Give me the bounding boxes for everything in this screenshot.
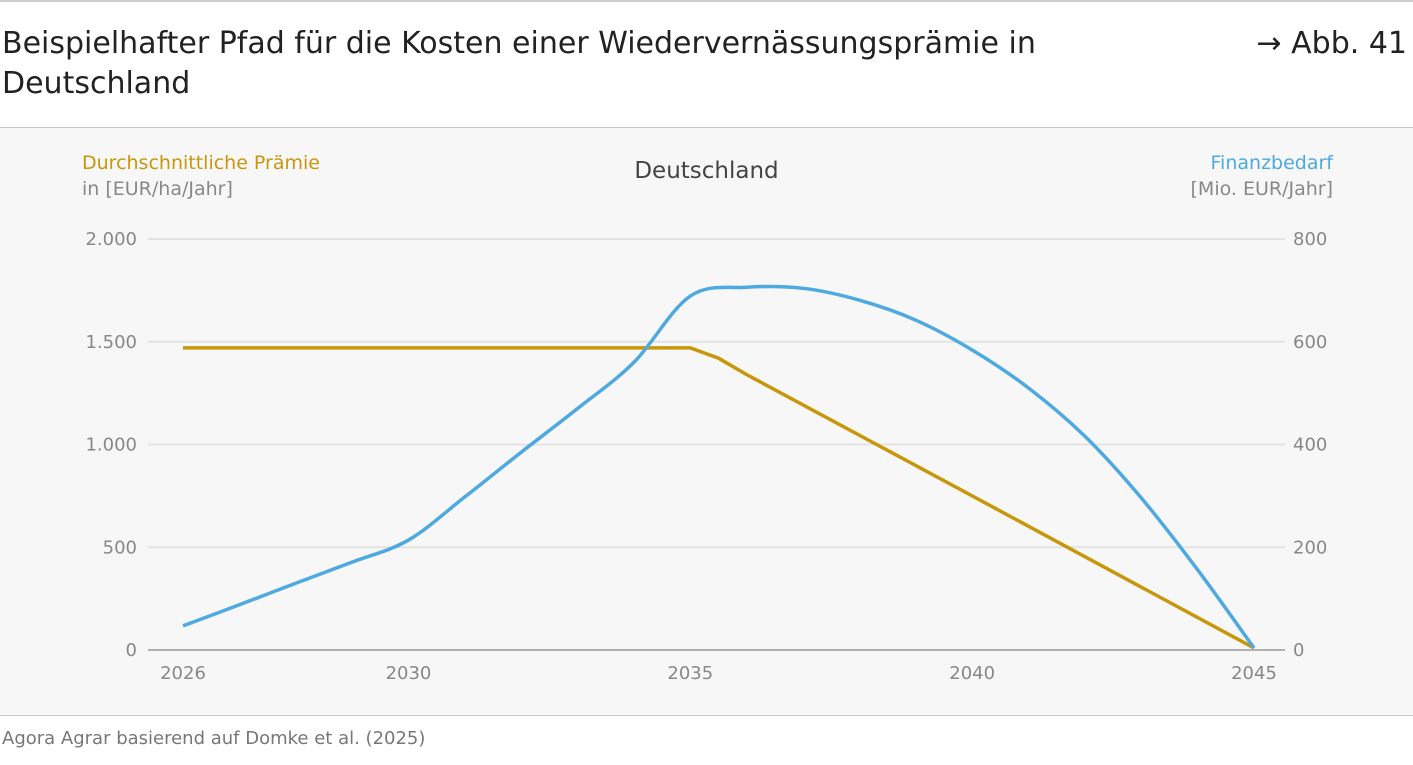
right-tick-label: 600 [1293,332,1327,353]
left-tick-label: 0 [126,640,137,661]
source-note: Agora Agrar basierend auf Domke et al. (… [2,728,426,749]
x-tick-label: 2026 [160,663,206,684]
right-tick-label: 800 [1293,229,1327,250]
figure-reference: → Abb. 41 [1256,26,1407,61]
chart-panel [0,127,1413,716]
right-axis-title: Finanzbedarf [Mio. EUR/Jahr] [1191,150,1333,202]
x-tick-label: 2045 [1231,663,1277,684]
left-axis-label: Durchschnittliche Prämie [82,152,320,174]
chart-title: Deutschland [634,158,779,184]
left-axis-title: Durchschnittliche Prämie in [EUR/ha/Jahr… [82,150,320,202]
left-tick-label: 1.500 [85,332,137,353]
left-tick-label: 2.000 [85,229,137,250]
right-tick-label: 400 [1293,435,1327,456]
series-line-praemie [183,346,1255,650]
left-axis-unit: in [EUR/ha/Jahr] [82,178,233,200]
top-rule [0,0,1413,2]
x-tick-label: 2030 [386,663,432,684]
left-tick-label: 1.000 [85,435,137,456]
right-axis-unit: [Mio. EUR/Jahr] [1190,178,1333,200]
right-tick-label: 200 [1293,537,1327,558]
x-tick-label: 2035 [667,663,713,684]
right-tick-label: 0 [1293,640,1304,661]
page-title: Beispielhafter Pfad für die Kosten einer… [2,26,1036,101]
x-tick-label: 2040 [949,663,995,684]
left-tick-label: 500 [103,537,137,558]
right-axis-label: Finanzbedarf [1210,152,1333,174]
series-line-finanzbedarf [182,284,1256,649]
